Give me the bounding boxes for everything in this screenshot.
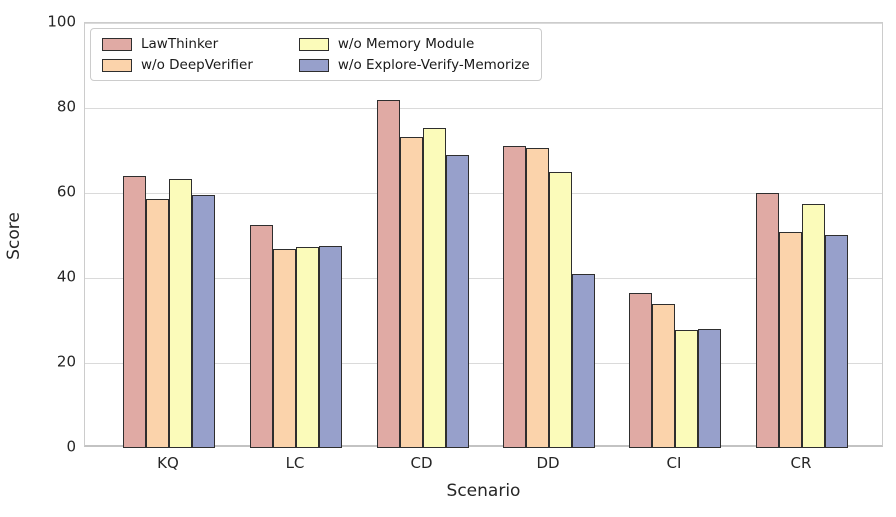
bar-kq-series-3 [192, 194, 215, 448]
y-tick-label: 0 [66, 437, 76, 456]
bar-kq-series-2 [169, 179, 192, 448]
legend-swatch-icon [298, 58, 329, 72]
bar-cd-series-2 [422, 127, 446, 448]
bar-cr-series-2 [802, 204, 825, 448]
y-tick-label: 20 [56, 352, 76, 371]
y-tick-label: 60 [56, 182, 76, 201]
legend-label: w/o Memory Module [337, 36, 475, 52]
bar-cd-series-1 [399, 136, 423, 448]
legend-label: LawThinker [141, 36, 219, 52]
bar-ci-series-3 [698, 328, 721, 448]
bar-cd-series-3 [445, 154, 469, 448]
bar-kq-series-1 [146, 199, 169, 448]
x-tick-label-cr: CR [790, 454, 812, 472]
bar-cd-series-0 [376, 100, 400, 448]
bar-ci-series-2 [675, 329, 698, 448]
plot-area [84, 22, 883, 448]
bar-lc-series-0 [250, 224, 273, 448]
x-tick-label-kq: KQ [157, 454, 179, 472]
legend-item-3: w/o Explore-Verify-Memorize [298, 57, 530, 73]
gridline [85, 23, 882, 25]
bar-lc-series-2 [296, 246, 319, 448]
bar-dd-series-2 [549, 172, 572, 448]
y-axis-label: Score [4, 212, 24, 260]
bar-cr-series-3 [825, 235, 848, 448]
bar-cr-series-1 [779, 231, 802, 448]
legend-swatch-icon [102, 37, 132, 51]
x-tick-label-dd: DD [536, 454, 560, 472]
gridline [85, 363, 882, 365]
y-tick-label: 40 [56, 267, 76, 286]
legend-swatch-icon [102, 58, 132, 72]
bar-dd-series-0 [503, 145, 526, 448]
x-axis-label: Scenario [446, 481, 521, 501]
legend-item-1: w/o DeepVerifier [102, 57, 253, 73]
legend-item-0: LawThinker [102, 36, 253, 52]
bar-lc-series-3 [319, 246, 342, 448]
y-tick-label: 80 [56, 97, 76, 116]
bar-kq-series-0 [123, 175, 146, 448]
legend: LawThinker w/o Memory Module w/o DeepVerif… [90, 28, 542, 81]
bar-ci-series-0 [629, 292, 652, 448]
x-tick-label-cd: CD [410, 454, 433, 472]
bar-ci-series-1 [652, 303, 675, 448]
x-tick-label-ci: CI [666, 454, 682, 472]
bar-dd-series-3 [572, 273, 595, 448]
y-tick-label: 100 [47, 12, 76, 31]
bar-dd-series-1 [526, 147, 549, 448]
x-tick-label-lc: LC [285, 454, 305, 472]
bar-lc-series-1 [273, 248, 296, 448]
legend-swatch-icon [298, 37, 329, 51]
legend-label: w/o DeepVerifier [141, 57, 253, 73]
bar-cr-series-0 [756, 193, 779, 448]
legend-label: w/o Explore-Verify-Memorize [337, 57, 530, 73]
gridline [85, 193, 882, 195]
legend-item-2: w/o Memory Module [298, 36, 530, 52]
gridline [85, 278, 882, 280]
gridline [85, 108, 882, 110]
